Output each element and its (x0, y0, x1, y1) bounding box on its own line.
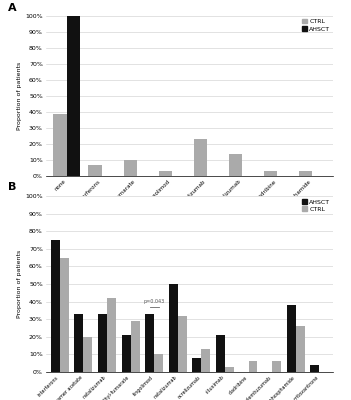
Bar (225, 367, 234, 372)
Bar (192, 358, 201, 372)
Bar (88, 165, 102, 176)
Bar (249, 362, 258, 372)
Text: B: B (8, 182, 16, 192)
Bar (159, 171, 172, 176)
Bar (121, 335, 131, 372)
Bar (299, 171, 312, 176)
Bar (74, 314, 84, 372)
Bar (216, 335, 225, 372)
Y-axis label: Proportion of patients: Proportion of patients (18, 62, 22, 130)
Bar (53, 114, 67, 176)
Legend: CTRL, AHSCT: CTRL, AHSCT (302, 19, 330, 32)
Text: p=0.043: p=0.043 (144, 299, 165, 304)
Legend: AHSCT, CTRL: AHSCT, CTRL (302, 199, 330, 212)
Bar (60, 258, 69, 372)
Bar (296, 326, 305, 372)
Bar (169, 284, 178, 372)
Bar (194, 139, 207, 176)
Bar (124, 160, 137, 176)
Bar (229, 154, 242, 176)
Bar (310, 365, 319, 372)
Bar (287, 305, 296, 372)
Bar (145, 314, 154, 372)
Bar (264, 171, 277, 176)
Bar (201, 349, 210, 372)
Bar (131, 321, 140, 372)
Bar (84, 337, 92, 372)
X-axis label: DMT at MRI: DMT at MRI (170, 223, 210, 229)
Text: A: A (8, 3, 17, 13)
Bar (51, 240, 60, 372)
Bar (272, 362, 281, 372)
Y-axis label: Proportion of patients: Proportion of patients (18, 250, 22, 318)
Bar (154, 354, 163, 372)
Bar (67, 16, 80, 176)
Bar (98, 314, 107, 372)
Bar (107, 298, 116, 372)
Bar (178, 316, 187, 372)
